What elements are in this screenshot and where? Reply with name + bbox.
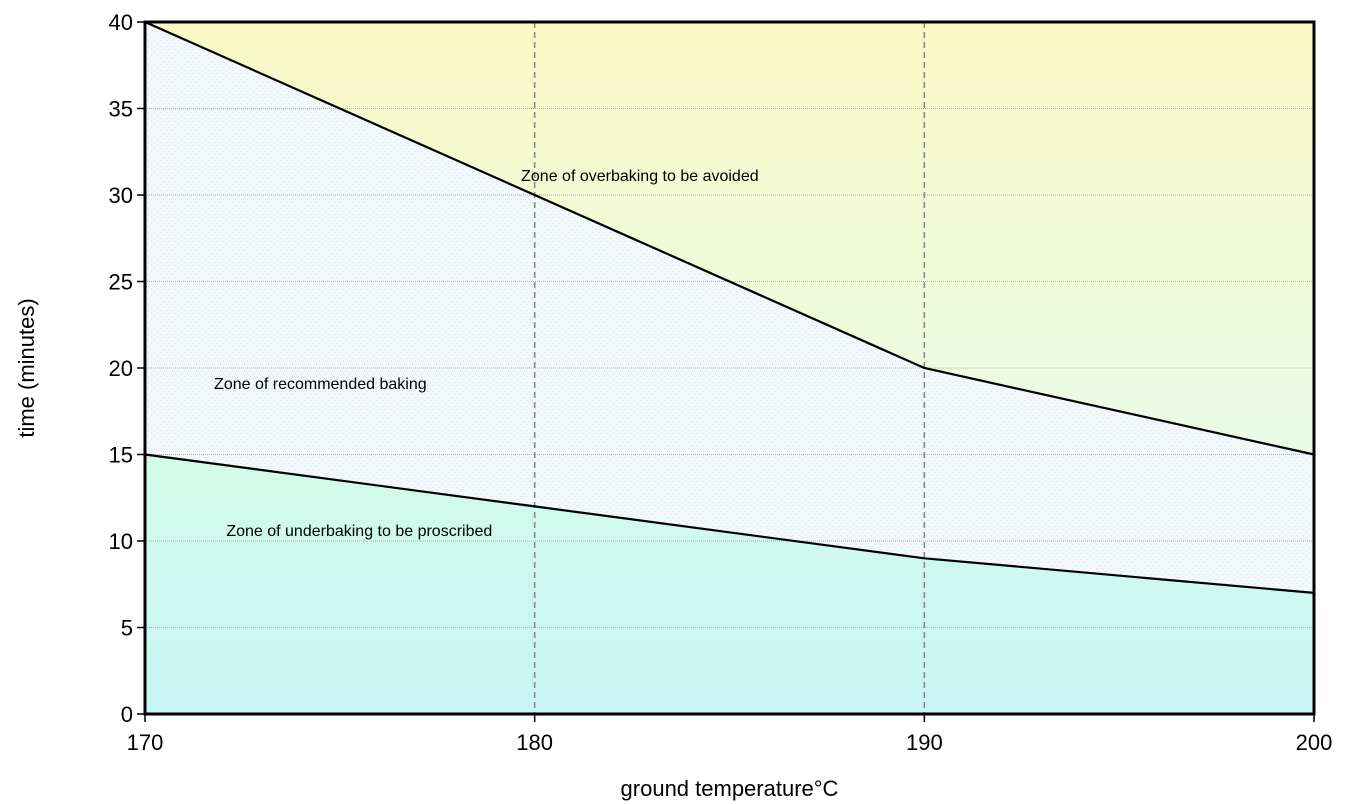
y-tick-label: 25	[109, 270, 133, 295]
x-tick-label: 170	[127, 730, 164, 755]
x-axis-title: ground temperature°C	[621, 776, 839, 801]
y-tick-label: 15	[109, 443, 133, 468]
y-tick-label: 40	[109, 10, 133, 35]
x-tick-label: 200	[1296, 730, 1333, 755]
recommended-zone-area	[145, 22, 1314, 593]
series-line-lower-boundary	[144, 453, 1315, 594]
x-tick-label: 180	[516, 730, 553, 755]
series-line-upper-boundary	[144, 20, 1315, 456]
zone-label: Zone of recommended baking	[214, 376, 427, 393]
y-tick-label: 10	[109, 529, 133, 554]
y-tick-label: 0	[121, 702, 133, 727]
y-tick-label: 20	[109, 356, 133, 381]
x-tick-label: 190	[906, 730, 943, 755]
underbaking-zone-area	[145, 454, 1314, 714]
y-tick-label: 35	[109, 97, 133, 122]
overbaking-zone-area	[145, 22, 1314, 455]
y-axis-title: time (minutes)	[14, 298, 39, 437]
zone-label: Zone of overbaking to be avoided	[521, 168, 759, 185]
y-tick-label: 30	[109, 183, 133, 208]
zone-label: Zone of underbaking to be proscribed	[226, 523, 492, 540]
y-tick-label: 5	[121, 616, 133, 641]
